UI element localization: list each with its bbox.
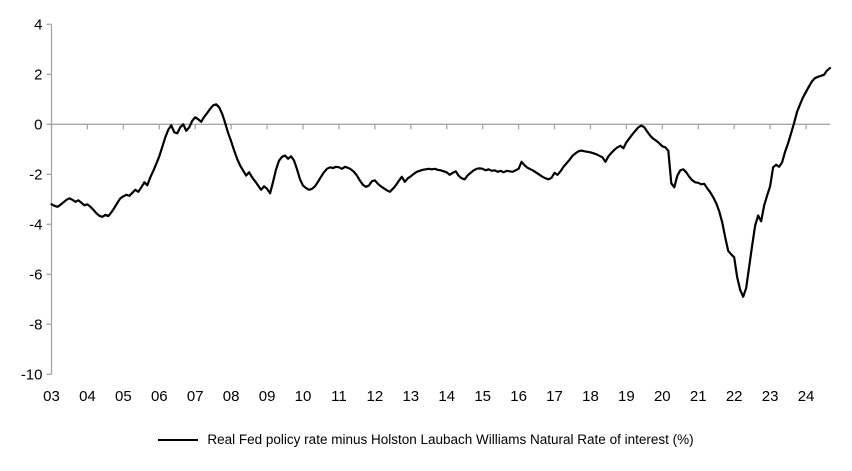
x-tick-label: 04 xyxy=(79,388,96,405)
x-tick-label: 11 xyxy=(331,388,347,405)
x-tick-label: 10 xyxy=(295,388,312,405)
y-tick-label: 2 xyxy=(34,67,42,84)
x-tick-label: 16 xyxy=(510,388,527,405)
chart-legend: Real Fed policy rate minus Holston Lauba… xyxy=(0,432,852,447)
x-tick-label: 19 xyxy=(618,388,635,405)
x-tick-label: 21 xyxy=(690,388,707,405)
y-tick-label: 0 xyxy=(34,117,42,134)
x-tick-label: 20 xyxy=(654,388,671,405)
x-tick-label: 23 xyxy=(762,388,779,405)
y-tick-label: -6 xyxy=(29,267,42,284)
y-tick-label: -4 xyxy=(29,217,42,234)
legend-label: Real Fed policy rate minus Holston Lauba… xyxy=(207,432,694,447)
y-tick-label: -8 xyxy=(29,317,42,334)
legend-line-swatch xyxy=(158,438,199,441)
x-tick-label: 06 xyxy=(151,388,168,405)
x-tick-label: 12 xyxy=(367,388,384,405)
x-tick-label: 05 xyxy=(115,388,132,405)
x-tick-label: 22 xyxy=(726,388,743,405)
x-tick-label: 15 xyxy=(474,388,491,405)
x-tick-label: 14 xyxy=(438,388,455,405)
x-tick-label: 18 xyxy=(582,388,599,405)
x-tick-label: 13 xyxy=(402,388,419,405)
y-tick-label: -2 xyxy=(29,167,42,184)
x-tick-label: 24 xyxy=(798,388,815,405)
x-tick-label: 03 xyxy=(43,388,60,405)
x-tick-label: 07 xyxy=(187,388,204,405)
data-line xyxy=(50,66,832,298)
y-tick-label: 4 xyxy=(34,17,42,34)
x-tick-label: 17 xyxy=(546,388,563,405)
y-tick-label: -10 xyxy=(21,367,43,384)
x-tick-label: 09 xyxy=(259,388,276,405)
x-tick-label: 08 xyxy=(223,388,240,405)
